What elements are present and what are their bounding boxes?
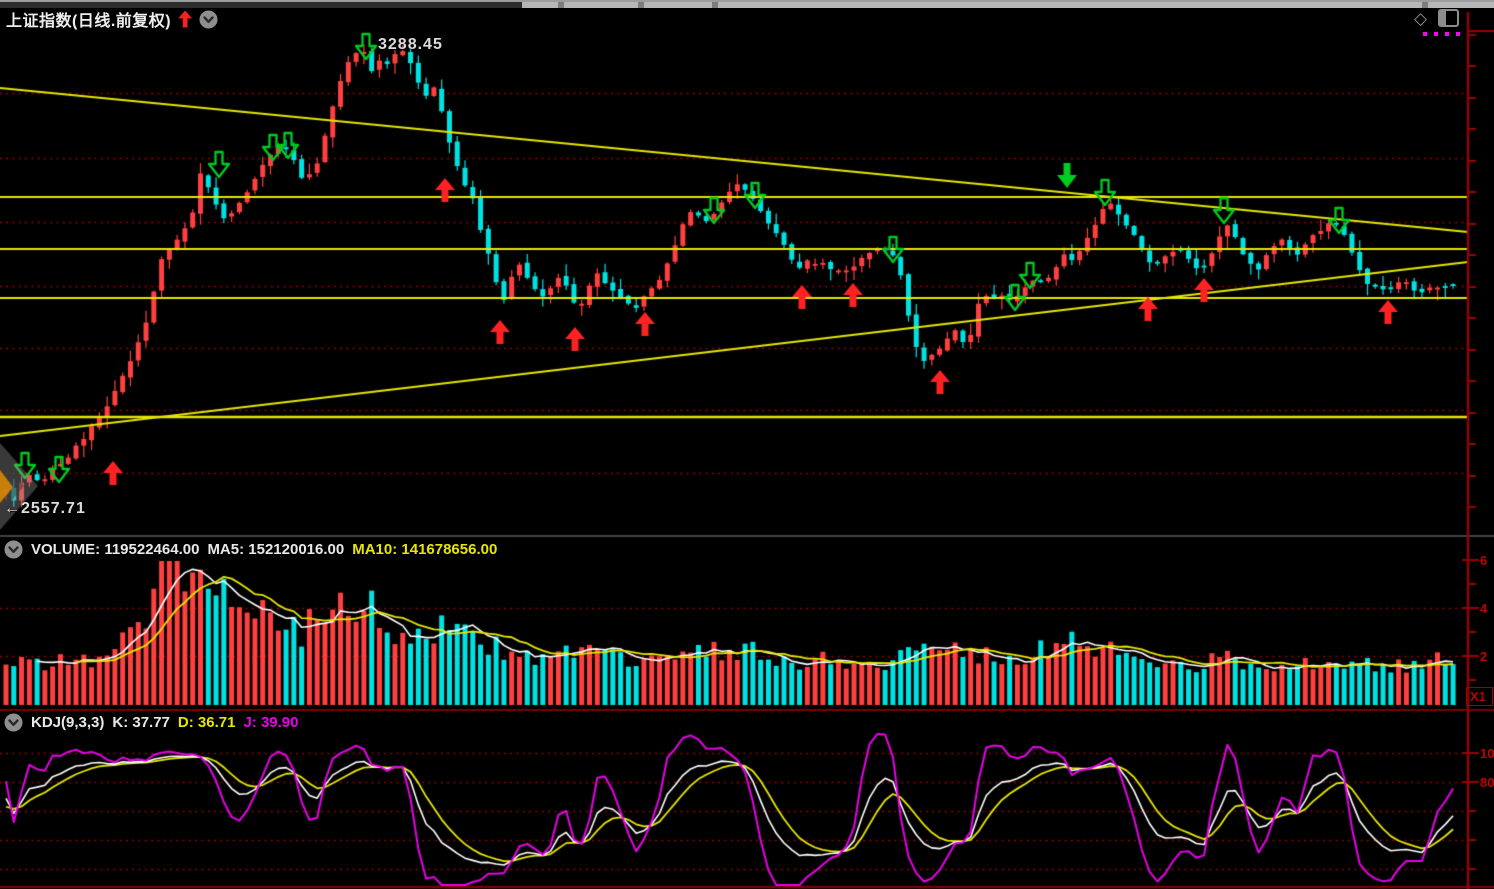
volume-indicator-row: VOLUME: 119522464.00 MA5: 152120016.00 M… — [4, 539, 497, 559]
chart-tools: ◇ — [1414, 8, 1460, 28]
kdj-j-label: J: 39.90 — [243, 713, 299, 731]
volume-ma5-label: MA5: 152120016.00 — [207, 540, 345, 558]
magenta-dot — [1423, 32, 1427, 36]
peak-price-annotation: 3288.45 — [378, 36, 443, 53]
magenta-dot — [1456, 32, 1460, 36]
collapse-volume-panel-icon[interactable] — [4, 540, 23, 559]
collapse-kdj-panel-icon[interactable] — [4, 713, 23, 732]
axis-label: 2 — [1480, 649, 1488, 664]
toolbar-edge-left — [0, 2, 522, 8]
kdj-k-label: K: 37.77 — [112, 713, 170, 731]
toolbar-gap — [558, 2, 564, 8]
kdj-d-label: D: 36.71 — [177, 713, 236, 731]
x1-scale-badge[interactable]: X1 — [1466, 687, 1493, 706]
panel-layout-icon[interactable] — [1438, 9, 1460, 27]
kdj-indicator-row: KDJ(9,3,3) K: 37.77 D: 36.71 J: 39.90 — [4, 712, 299, 732]
axis-label: 4 — [1480, 601, 1488, 616]
axis-label: 100 — [1480, 746, 1494, 761]
volume-value-label: VOLUME: 119522464.00 — [31, 540, 200, 558]
axis-label: 6 — [1480, 553, 1488, 568]
toolbar-edge-buttons — [522, 2, 1494, 8]
chart-title-row: 上证指数(日线.前复权) — [6, 8, 218, 30]
magenta-dot — [1434, 32, 1438, 36]
collapse-main-panel-icon[interactable] — [199, 10, 218, 29]
panel-layout-fill — [1440, 11, 1447, 25]
toolbar-gap — [712, 2, 718, 8]
low-price-annotation: ←2557.71 — [4, 500, 86, 517]
kdj-name-label: KDJ(9,3,3) — [31, 713, 105, 731]
page-title[interactable]: 上证指数(日线.前复权) — [6, 13, 172, 30]
volume-ma10-label: MA10: 141678656.00 — [352, 540, 498, 558]
magenta-dot — [1445, 32, 1449, 36]
trend-up-icon — [178, 10, 193, 28]
diamond-tool-icon[interactable]: ◇ — [1414, 8, 1428, 28]
axis-label: 80 — [1480, 775, 1494, 790]
toolbar-gap — [1422, 2, 1428, 8]
toolbar-edge-highlight — [0, 0, 1494, 2]
toolbar-gap — [638, 2, 644, 8]
